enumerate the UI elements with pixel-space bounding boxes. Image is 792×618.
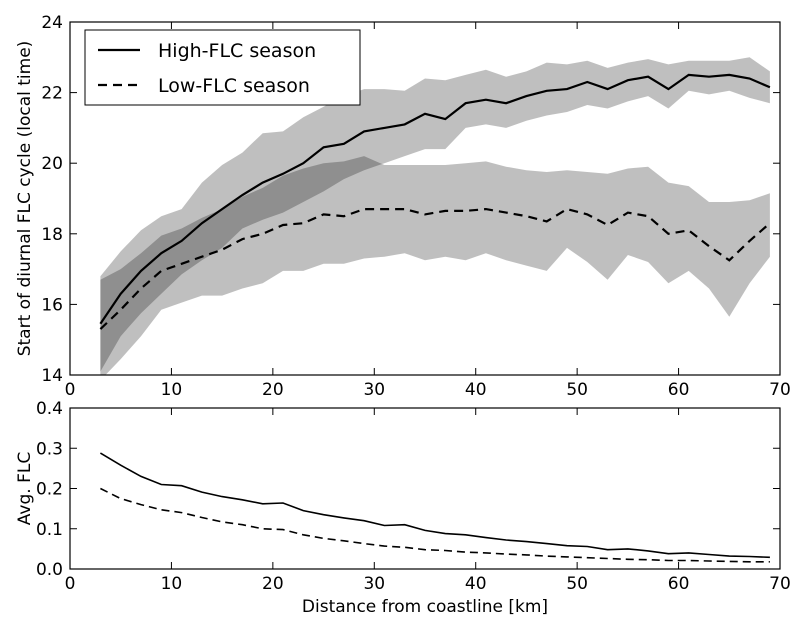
- bottom-series-lines: [99, 452, 770, 563]
- bottom-x-tick-label: 60: [668, 574, 690, 594]
- bottom-y-tick-label: 0.1: [36, 520, 63, 540]
- bottom-x-tick-label: 0: [65, 574, 76, 594]
- top-y-tick-label: 14: [41, 366, 63, 386]
- band-low-flc: [100, 156, 770, 375]
- top-axes-frame: [69, 21, 781, 376]
- bottom-x-tick-label: 10: [161, 574, 183, 594]
- top-x-tick-label: 70: [769, 380, 791, 400]
- bottom-y-tick-label: 0.0: [36, 560, 63, 580]
- legend-label: Low-FLC season: [158, 75, 310, 97]
- top-x-tick-label: 0: [65, 380, 76, 400]
- bottom-panel: 0 10 20 30 40 50 60 700.00.10.20.30.4 Avg. FLC …: [15, 399, 791, 617]
- series-line-low-flc: [99, 207, 771, 330]
- legend-label: High-FLC season: [158, 40, 316, 62]
- top-ticks: 14 16 18 20 22 24 0 10 20 30 40 50 60 70: [41, 13, 790, 400]
- legend-box: [84, 29, 361, 106]
- top-panel: 14 16 18 20 22 24 0 10 20 30 40 50 60 70 Start of diu…: [15, 13, 791, 400]
- top-y-axis-label: Start of diurnal FLC cycle (local time): [15, 41, 35, 357]
- top-y-tick-label: 16: [41, 295, 63, 315]
- bottom-x-tick-label: 30: [363, 574, 385, 594]
- top-y-tick-label: 22: [41, 84, 63, 104]
- top-x-tick-label: 60: [668, 380, 690, 400]
- top-y-tick-label: 18: [41, 225, 63, 245]
- bottom-x-tick-label: 40: [465, 574, 487, 594]
- top-x-tick-label: 40: [465, 380, 487, 400]
- top-y-tick-label: 20: [41, 154, 63, 174]
- x-axis-label: Distance from coastline [km]: [302, 597, 548, 617]
- bottom-axes-frame: [69, 407, 781, 570]
- top-y-tick-label: 24: [41, 13, 63, 33]
- bottom-x-tick-label: 20: [262, 574, 284, 594]
- bottom-y-tick-label: 0.2: [36, 480, 63, 500]
- bottom-y-tick-label: 0.4: [36, 399, 63, 419]
- bottom-y-tick-label: 0.3: [36, 439, 63, 459]
- top-x-tick-label: 50: [566, 380, 588, 400]
- legend: High-FLC season Low-FLC season: [84, 29, 361, 106]
- bottom-x-tick-label: 50: [566, 574, 588, 594]
- top-series-lines: [99, 73, 771, 330]
- top-x-tick-label: 20: [262, 380, 284, 400]
- avg-flc-line-high: [99, 452, 770, 559]
- bottom-ticks: 0 10 20 30 40 50 60 70 0.0 0.1 0.2 0.3 0.4: [36, 399, 791, 594]
- series-line-high-flc: [99, 73, 771, 325]
- top-x-tick-label: 30: [363, 380, 385, 400]
- bottom-x-tick-label: 70: [769, 574, 791, 594]
- band-high-flc: [100, 57, 770, 372]
- top-confidence-bands: [100, 57, 770, 375]
- bottom-y-axis-label: Avg. FLC: [15, 452, 35, 525]
- avg-flc-line-low: [100, 487, 770, 563]
- top-x-tick-label: 10: [161, 380, 183, 400]
